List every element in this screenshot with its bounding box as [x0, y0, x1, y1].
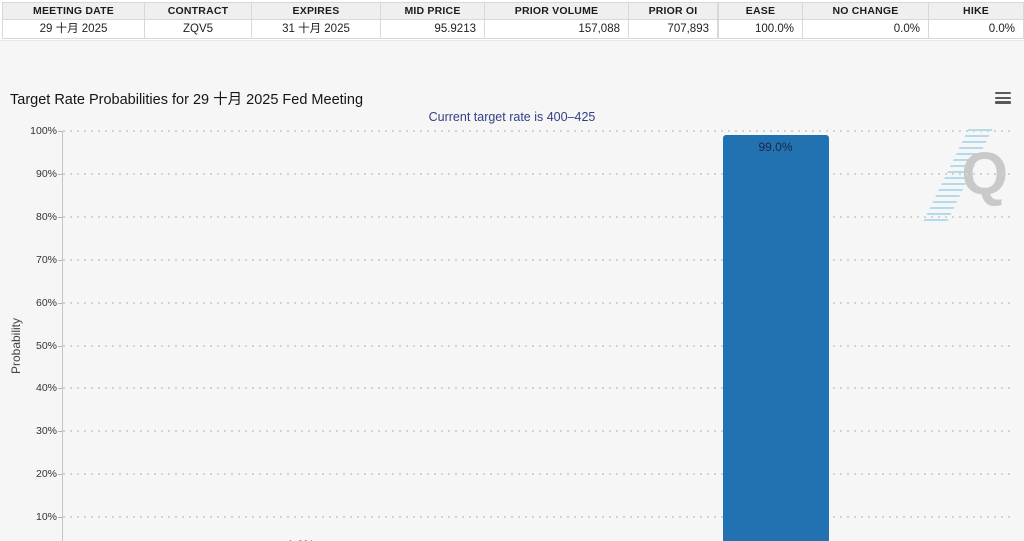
column-header-expires: EXPIRES [252, 3, 381, 20]
gridline [63, 344, 1013, 347]
y-axis-labels: 0%10%20%30%40%50%60%70%80%90%100% [0, 125, 57, 541]
gridline [63, 387, 1013, 390]
column-header-mid-price: MID PRICE [381, 3, 485, 20]
column-header-contract: CONTRACT [145, 3, 252, 20]
y-axis-tick-mark [58, 517, 62, 519]
chart-title: Target Rate Probabilities for 29 十月 2025… [10, 92, 364, 108]
column-header-no-change: NO CHANGE [803, 3, 929, 20]
cell-meeting-date: 29 十月 2025 [3, 20, 145, 38]
table-header-row: EASE NO CHANGE HIKE [719, 3, 1023, 20]
column-header-ease: EASE [719, 3, 803, 20]
y-axis-tick-mark [58, 259, 62, 261]
cell-prior-volume: 157,088 [485, 20, 629, 38]
menu-bar [995, 92, 1011, 95]
probability-bar-375-400[interactable] [722, 135, 829, 541]
gridline [63, 430, 1013, 433]
menu-bar [995, 101, 1011, 104]
current-target-rate-label: Current target rate is 400–425 [428, 110, 596, 124]
cell-expires: 31 十月 2025 [252, 20, 381, 38]
y-axis-tick-label: 10% [35, 511, 57, 524]
gridline [63, 215, 1013, 218]
y-axis-tick-mark [58, 216, 62, 218]
y-axis-tick-label: 20% [35, 468, 57, 481]
table-value-row: 29 十月 2025 ZQV5 31 十月 2025 95.9213 157,088 70… [3, 20, 717, 38]
hamburger-menu-icon[interactable] [995, 92, 1011, 105]
cell-mid-price: 95.9213 [381, 20, 485, 38]
y-axis-tick-label: 30% [35, 425, 57, 438]
contract-info-table: MEETING DATE CONTRACT EXPIRES MID PRICE PRIO… [2, 2, 718, 39]
probability-chart-panel: Target Rate Probabilities for 29 十月 2025… [0, 40, 1024, 541]
cell-prior-oi: 707,893 [629, 20, 717, 38]
y-axis-tick-mark [58, 431, 62, 433]
gridline [63, 516, 1013, 519]
y-axis-tick-mark [58, 131, 62, 132]
column-header-hike: HIKE [929, 3, 1023, 20]
y-axis-tick-mark [58, 173, 62, 175]
gridline [63, 258, 1013, 261]
y-axis-tick-label: 90% [35, 167, 57, 180]
y-axis-tick-mark [58, 345, 62, 347]
ease-hike-summary-table: EASE NO CHANGE HIKE 100.0% 0.0% 0.0% [718, 2, 1024, 39]
column-header-prior-oi: PRIOR OI [629, 3, 717, 20]
y-axis-tick-label: 70% [35, 253, 57, 266]
table-header-row: MEETING DATE CONTRACT EXPIRES MID PRICE PRIO… [3, 3, 717, 20]
bar-value-label: 99.0% [758, 140, 793, 155]
column-header-prior-volume: PRIOR VOLUME [485, 3, 629, 20]
y-axis-tick-label: 100% [30, 125, 57, 137]
y-axis-tick-label: 40% [35, 382, 57, 395]
y-axis-tick-mark [58, 302, 62, 304]
gridline [63, 473, 1013, 476]
table-value-row: 100.0% 0.0% 0.0% [719, 20, 1023, 38]
cell-no-change: 0.0% [803, 20, 929, 38]
gridline [63, 301, 1013, 304]
menu-bar [995, 96, 1011, 99]
y-axis-tick-label: 50% [35, 339, 57, 352]
y-axis-tick-label: 60% [35, 296, 57, 309]
cell-contract: ZQV5 [145, 20, 252, 38]
gridline [63, 172, 1013, 175]
cell-hike: 0.0% [929, 20, 1023, 38]
column-header-meeting-date: MEETING DATE [3, 3, 145, 20]
chart-plot-area: 1.0% 99.0% [62, 130, 1013, 541]
bar-value-label: 1.0% [248, 538, 354, 541]
y-axis-tick-mark [58, 388, 62, 390]
gridline [63, 130, 1013, 132]
y-axis-tick-mark [58, 474, 62, 476]
cell-ease: 100.0% [719, 20, 803, 38]
y-axis-tick-label: 80% [35, 210, 57, 223]
